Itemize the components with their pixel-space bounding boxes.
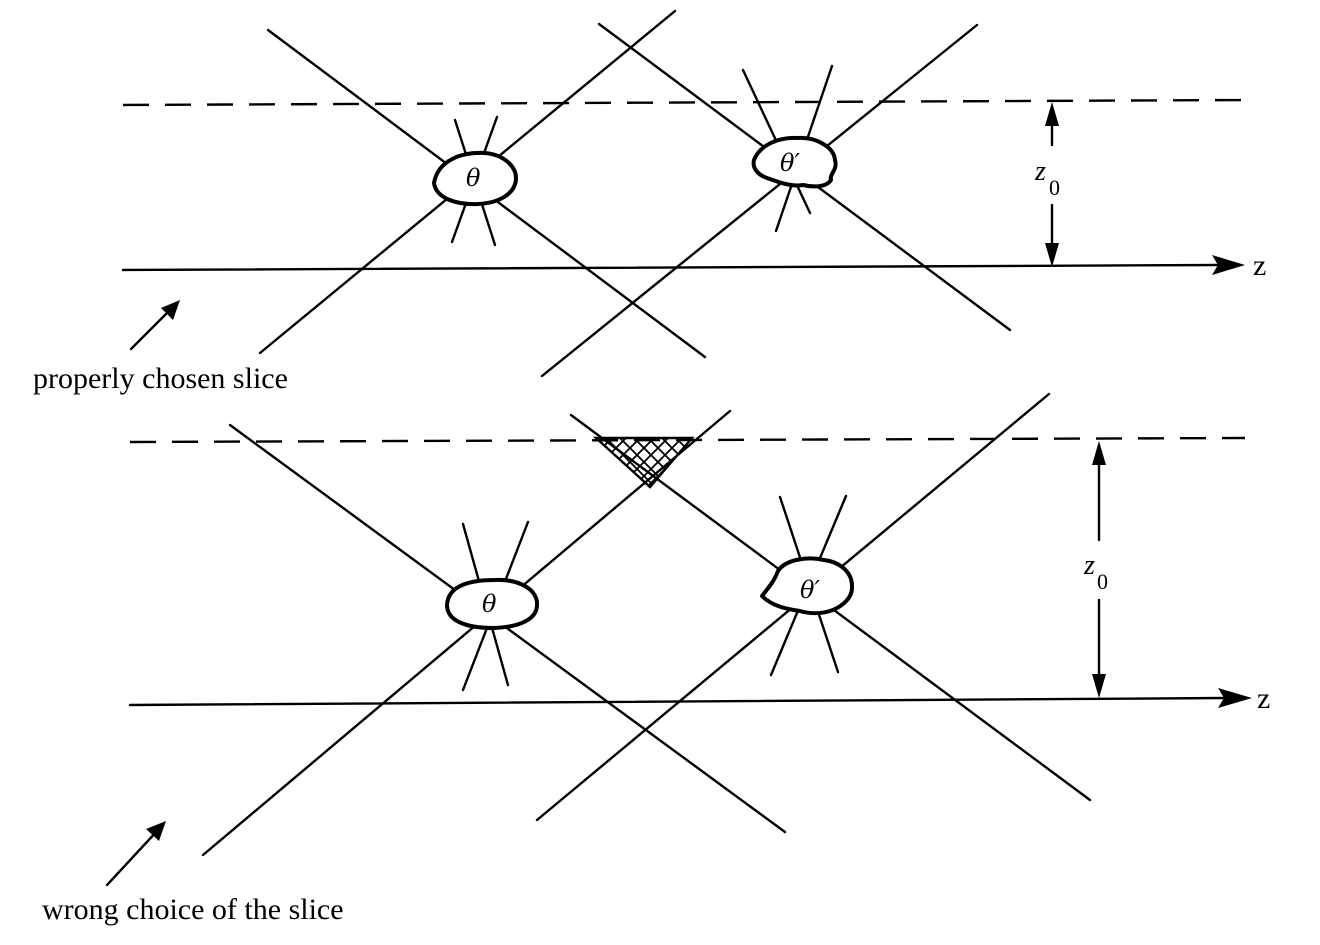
bottom-cone-line [201,409,732,857]
bottom-z-axis [128,696,1227,707]
top-theta-label: θ [466,164,481,192]
bottom-height-label-subscript: 0 [1097,569,1108,594]
bottom-height-arrowhead-down [1092,674,1106,698]
top-cone-line [540,23,979,378]
top-theta-prime-label: θ′ [780,149,800,177]
top-height-label: z [1034,156,1046,187]
top-pointer-arrow [129,306,174,351]
top-slice-dashed-boundary [122,98,1246,107]
top-theta-region [432,150,518,207]
top-pointer-arrowhead [161,300,180,320]
bottom-height-arrowhead-up [1092,441,1106,465]
bottom-pointer-arrowhead [146,821,166,841]
bottom-z-axis-label: z [1257,682,1270,715]
top-z-axis [121,263,1222,272]
bottom-slice-dashed-boundary [129,436,1246,444]
bottom-caption: wrong choice of the slice [42,893,344,926]
bottom-theta-region [445,577,539,630]
bottom-theta-prime-label: θ′ [800,576,820,604]
top-height-label-subscript: 0 [1049,175,1060,200]
bottom-height-label: z [1083,550,1095,581]
top-theta-prime-region [751,135,838,189]
bottom-z-axis-arrowhead [1218,688,1252,708]
top-z-axis-arrowhead [1212,255,1245,275]
bottom-theta-label: θ [482,590,497,618]
top-height-arrowhead-up [1045,102,1059,126]
bottom-panel: z θ θ′ z 0 [105,392,1270,887]
top-panel: z θ θ′ z 0 [121,9,1266,378]
top-height-arrowhead-down [1045,243,1059,267]
bottom-theta-prime-region [760,556,855,616]
top-caption: properly chosen slice [33,362,288,395]
top-z-axis-label: z [1253,249,1266,282]
bottom-pointer-arrow [105,828,160,887]
